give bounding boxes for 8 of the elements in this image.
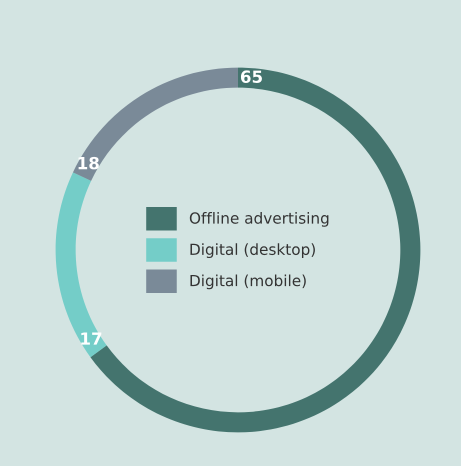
- data-label: 17: [81, 332, 102, 345]
- donut-slice: [72, 68, 238, 181]
- legend-label: Digital (desktop): [190, 243, 315, 258]
- legend-label: Digital (mobile): [190, 274, 306, 290]
- legend-label: Offline advertising: [190, 212, 328, 227]
- donut-slice: [56, 172, 107, 358]
- data-label: 18: [78, 156, 99, 170]
- data-label: 65: [240, 70, 262, 83]
